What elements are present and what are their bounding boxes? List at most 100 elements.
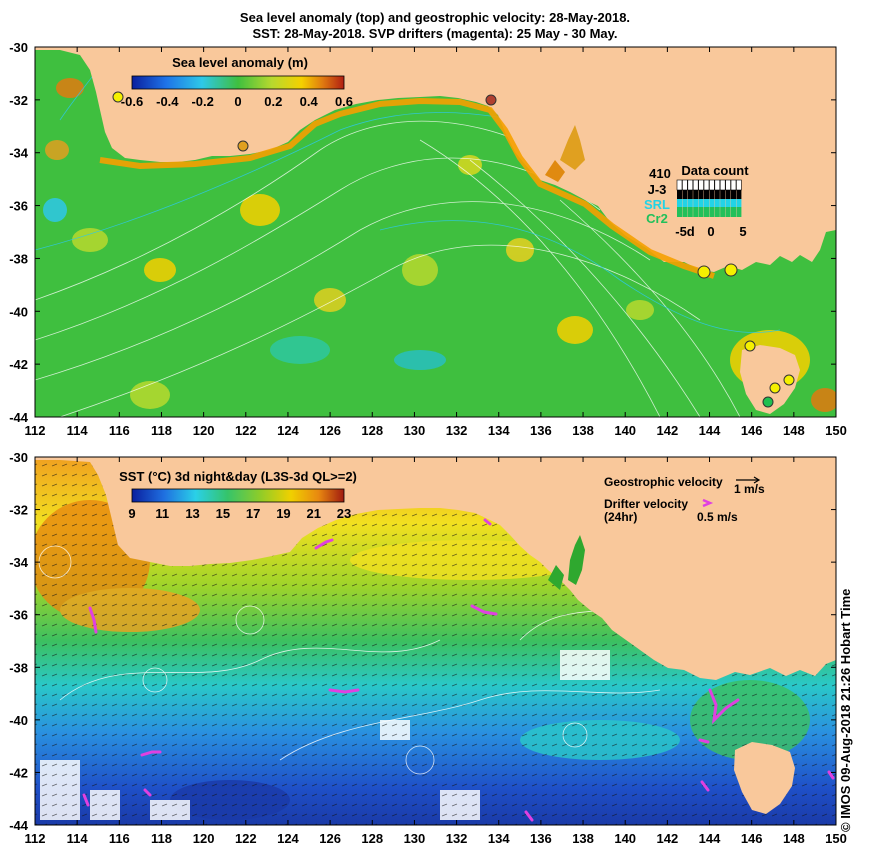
sst-xtick-label: 120 bbox=[193, 831, 215, 846]
data-count-bar-srl bbox=[682, 199, 688, 207]
sst-xtick-label: 124 bbox=[277, 831, 299, 846]
data-count-bar-j3 bbox=[731, 190, 736, 199]
sst-xtick-label: 150 bbox=[825, 831, 847, 846]
geostrophic-velocity-label: Geostrophic velocity bbox=[604, 475, 723, 489]
data-count-bar-white bbox=[692, 179, 699, 191]
sla-xtick-label: 124 bbox=[277, 423, 299, 438]
sst-colorbar bbox=[131, 488, 345, 503]
data-count-bar-srl bbox=[725, 199, 731, 207]
sla-xtick-label: 146 bbox=[741, 423, 763, 438]
map-title-line-1: Sea level anomaly (top) and geostrophic … bbox=[239, 10, 631, 25]
sla-colorbar bbox=[131, 75, 345, 90]
data-count-bar-j3 bbox=[714, 190, 720, 199]
sla-ytick-label: -44 bbox=[9, 410, 29, 425]
sla-colorbar-tick: 0 bbox=[234, 94, 241, 109]
sst-ytick-label: -40 bbox=[9, 713, 28, 728]
drifter-scale-label: 0.5 m/s bbox=[697, 510, 738, 524]
sla-xtick-label: 134 bbox=[488, 423, 510, 438]
sst-colorbar-tick: 11 bbox=[155, 506, 169, 521]
sla-land-tasmania bbox=[740, 345, 800, 414]
sst-xtick-label: 136 bbox=[530, 831, 552, 846]
sla-xtick-label: 136 bbox=[530, 423, 552, 438]
sla-xtick-label: 148 bbox=[783, 423, 805, 438]
sla-axes: 112 114 116 118 120 122 124 126 128 130 132 134 136 1… bbox=[9, 40, 847, 438]
data-count-bar-j3 bbox=[736, 190, 742, 199]
sla-ytick-label: -36 bbox=[9, 199, 28, 214]
data-count-bar-cr2 bbox=[725, 207, 731, 217]
sst-xtick-label: 132 bbox=[446, 831, 468, 846]
sla-xtick-label: 128 bbox=[361, 423, 383, 438]
data-count-sat-j3: J-3 bbox=[648, 182, 667, 197]
sla-xtick-label: 142 bbox=[657, 423, 679, 438]
sst-colorbar-tick: 9 bbox=[128, 506, 135, 521]
sst-xtick-label: 118 bbox=[151, 831, 172, 846]
sst-ytick-label: -38 bbox=[9, 660, 28, 675]
sst-xtick-label: 128 bbox=[361, 831, 383, 846]
data-count-bar-white bbox=[709, 179, 715, 191]
data-count-value: 410 bbox=[649, 166, 671, 181]
sst-colorbar-tick: 13 bbox=[185, 506, 199, 521]
sst-xtick-label: 122 bbox=[235, 831, 257, 846]
sst-xtick-label: 146 bbox=[741, 831, 763, 846]
sla-xtick-label: 122 bbox=[235, 423, 257, 438]
sst-colorbar-tick: 15 bbox=[216, 506, 230, 521]
sst-xtick-label: 130 bbox=[404, 831, 426, 846]
sla-xtick-label: 114 bbox=[67, 423, 89, 438]
data-count-bar-white bbox=[719, 179, 726, 191]
sla-ytick-label: -42 bbox=[9, 357, 28, 372]
sla-markers bbox=[112, 91, 795, 408]
data-count-bar-white bbox=[676, 179, 683, 191]
sst-colorbar-tick: 17 bbox=[246, 506, 260, 521]
sst-xtick-label: 112 bbox=[25, 831, 46, 846]
data-count-bar-cr2 bbox=[687, 207, 693, 217]
sst-colorbar-tick: 21 bbox=[306, 506, 320, 521]
sla-xtick-label: 150 bbox=[825, 423, 847, 438]
data-count-bar-cr2 bbox=[709, 207, 715, 217]
sla-contours bbox=[35, 120, 741, 417]
data-count-bar-j3 bbox=[698, 190, 704, 199]
data-count-bar-srl bbox=[687, 199, 693, 207]
data-count-bar-j3 bbox=[687, 190, 693, 199]
sst-ytick-label: -30 bbox=[9, 450, 28, 465]
sst-colorbar-tick: 23 bbox=[337, 506, 351, 521]
geostrophic-scale-label: 1 m/s bbox=[734, 482, 765, 496]
data-count-bar-j3 bbox=[677, 190, 682, 199]
sla-xtick-label: 116 bbox=[109, 423, 130, 438]
data-count-bar-j3 bbox=[693, 190, 699, 199]
sst-xtick-label: 138 bbox=[572, 831, 594, 846]
data-count-bar-white bbox=[687, 179, 694, 191]
sst-colorbar-title: SST (°C) 3d night&day (L3S-3d QL>=2) bbox=[119, 469, 357, 484]
drifter-scale-arrow bbox=[702, 498, 714, 508]
velocity-legend: Geostrophic velocity 1 m/s Drifter veloc… bbox=[604, 475, 765, 524]
sst-ytick-label: -36 bbox=[9, 608, 28, 623]
sst-drifter-tracks bbox=[82, 518, 835, 822]
data-count-bar-srl bbox=[698, 199, 704, 207]
data-count-bar-srl bbox=[677, 199, 682, 207]
data-count-xtick-1: 0 bbox=[707, 224, 714, 239]
imos-credit: © IMOS 09-Aug-2018 21:26 Hobart Time bbox=[838, 588, 853, 832]
sst-xtick-label: 126 bbox=[319, 831, 341, 846]
data-count-bar-srl bbox=[736, 199, 742, 207]
sla-colorbar-tick: -0.4 bbox=[156, 94, 179, 109]
data-count-bar-j3 bbox=[725, 190, 731, 199]
sla-colorbar-tick: 0.4 bbox=[300, 94, 319, 109]
data-count-bar-srl bbox=[704, 199, 709, 207]
data-count-bar-cr2 bbox=[736, 207, 742, 217]
data-count-bar-j3 bbox=[709, 190, 715, 199]
sst-xtick-label: 114 bbox=[67, 831, 89, 846]
sst-land-australia bbox=[35, 457, 836, 680]
sla-panel: Sea level anomaly (m) -0.6 -0.4 -0.2 0 0.2 0.… bbox=[34, 46, 837, 418]
data-count-bar-white bbox=[730, 179, 737, 191]
data-count-xtick-0: -5d bbox=[675, 224, 695, 239]
sst-axes: 112 114 116 118 120 122 124 126 128 130 132 134 136 1… bbox=[9, 450, 847, 846]
data-count-bar-srl bbox=[693, 199, 699, 207]
sst-xtick-label: 144 bbox=[699, 831, 721, 846]
sla-land-australia bbox=[35, 47, 836, 272]
sla-ytick-label: -30 bbox=[9, 40, 28, 55]
data-count-bar-white bbox=[698, 179, 704, 191]
data-count-bar-j3 bbox=[704, 190, 709, 199]
map-title-line-2: SST: 28-May-2018. SVP drifters (magenta)… bbox=[252, 26, 618, 41]
sla-colorbar-tick: 0.6 bbox=[335, 94, 353, 109]
data-count-bar-cr2 bbox=[714, 207, 720, 217]
